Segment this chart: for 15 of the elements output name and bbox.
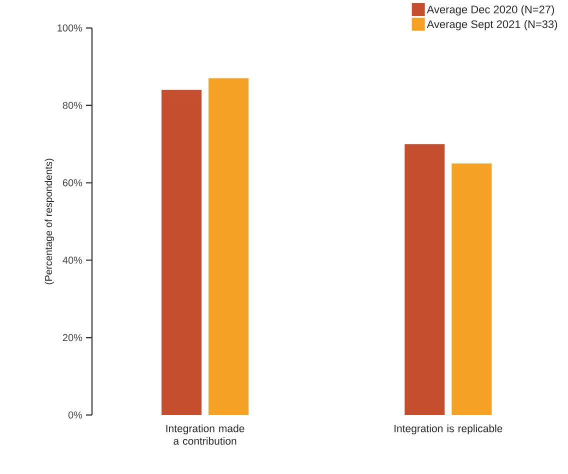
y-tick-label: 100% (58, 24, 82, 32)
legend-label: Average Dec 2020 (N=27) (426, 5, 554, 16)
bar (452, 163, 492, 415)
y-tick-label: 20% (62, 334, 82, 342)
x-tick-label: Integration is replicable (394, 424, 502, 434)
y-tick-label: 60% (62, 179, 82, 186)
y-tick-label: 40% (62, 256, 82, 264)
x-tick-label: Integration made a contribution (166, 424, 244, 445)
bar (162, 90, 202, 415)
y-tick-label: 80% (62, 102, 82, 109)
legend-label: Average Sept 2021 (N=33) (426, 20, 558, 30)
bar (404, 144, 445, 415)
y-tick-label: 0% (68, 411, 82, 419)
y-axis-title: (Percentage of respondents) (44, 158, 54, 284)
bar (208, 78, 249, 415)
